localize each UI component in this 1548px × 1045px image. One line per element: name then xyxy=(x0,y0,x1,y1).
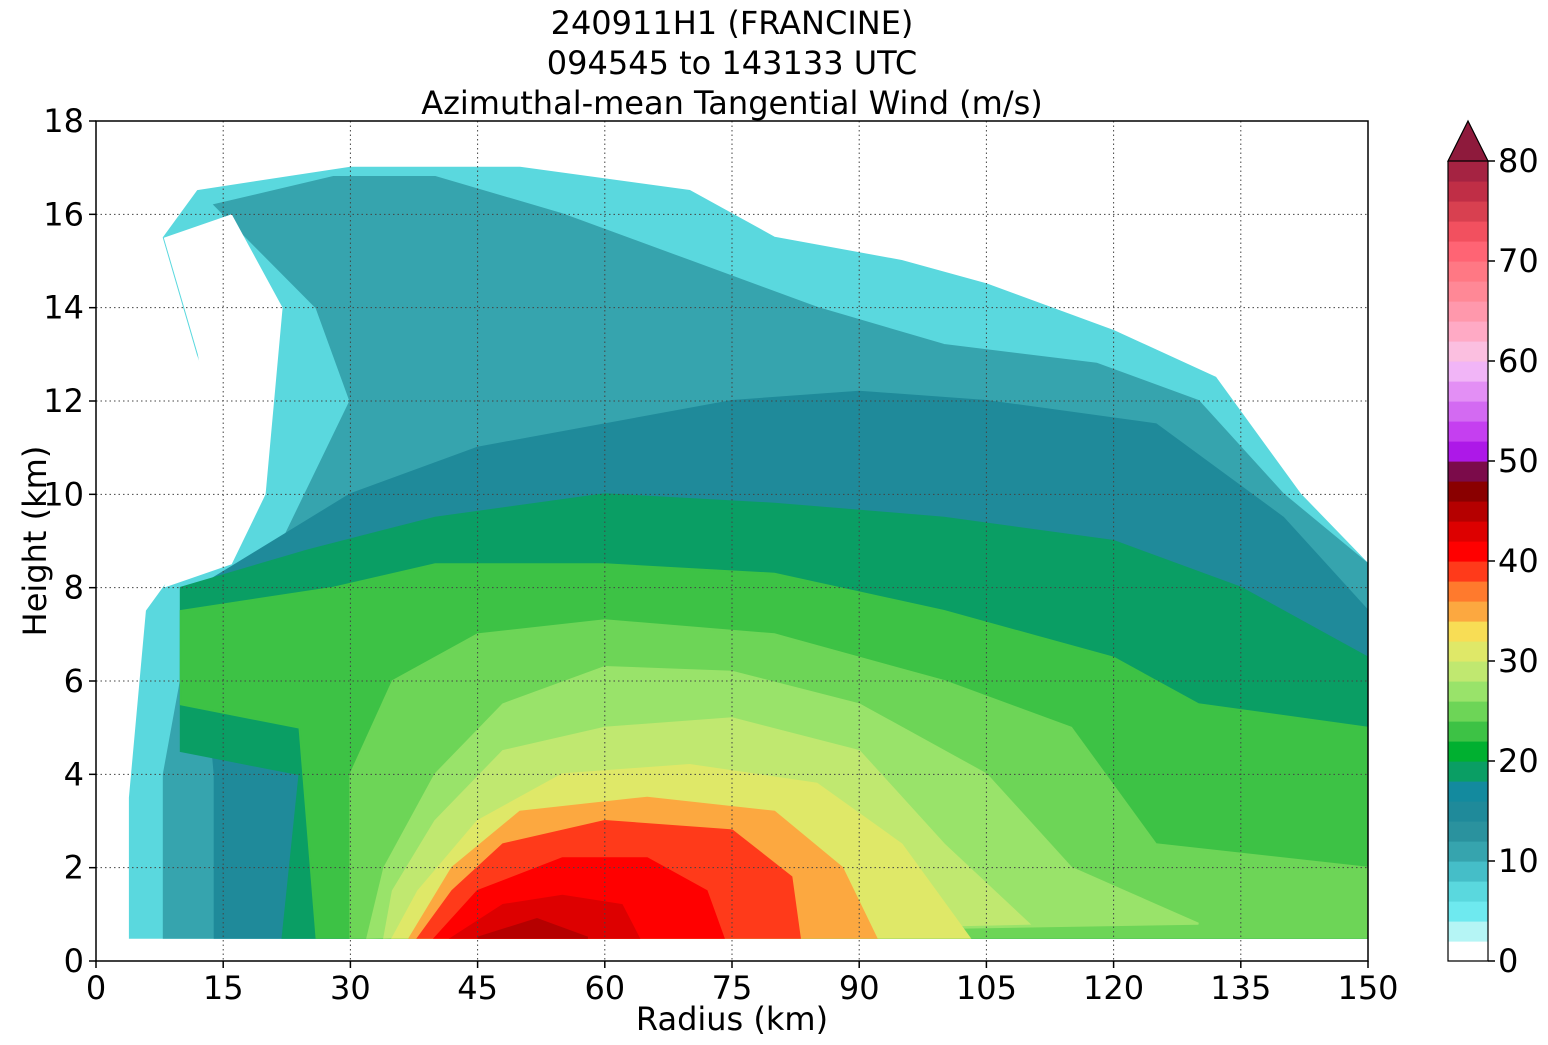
colorbar-tick-label: 50 xyxy=(1498,442,1539,480)
colorbar-segment xyxy=(1448,461,1488,482)
wind-band-44 xyxy=(477,917,589,939)
colorbar-segment xyxy=(1448,381,1488,402)
colorbar-tick-label: 70 xyxy=(1498,242,1539,280)
y-tick-label: 18 xyxy=(43,102,84,140)
chart-title-line-2: 094545 to 143133 UTC xyxy=(547,44,917,82)
wind-field xyxy=(128,166,1368,939)
x-tick-label: 135 xyxy=(1210,969,1271,1007)
colorbar-segment xyxy=(1448,801,1488,822)
colorbar-tick-label: 10 xyxy=(1498,842,1539,880)
colorbar-segment xyxy=(1448,941,1488,962)
colorbar-segment xyxy=(1448,741,1488,762)
colorbar-tick-label: 20 xyxy=(1498,742,1539,780)
x-tick-label: 15 xyxy=(203,969,244,1007)
colorbar-segment xyxy=(1448,361,1488,382)
x-tick-label: 105 xyxy=(956,969,1017,1007)
colorbar-segment xyxy=(1448,321,1488,342)
colorbar-segment xyxy=(1448,261,1488,282)
colorbar-segment xyxy=(1448,221,1488,242)
colorbar-segment xyxy=(1448,561,1488,582)
x-tick-label: 0 xyxy=(86,969,106,1007)
colorbar-tick-label: 80 xyxy=(1498,142,1539,180)
x-tick-label: 60 xyxy=(584,969,625,1007)
y-tick-label: 6 xyxy=(64,662,84,700)
colorbar-tick-label: 30 xyxy=(1498,642,1539,680)
colorbar-segment xyxy=(1448,341,1488,362)
colorbar-segment xyxy=(1448,521,1488,542)
colorbar-segment xyxy=(1448,501,1488,522)
x-axis-ticks: 0 15 30 45 60 75 90 105 120 135 150 xyxy=(86,961,1399,1007)
colorbar-segment xyxy=(1448,201,1488,222)
colorbar-segment xyxy=(1448,621,1488,642)
colorbar-segment xyxy=(1448,301,1488,322)
x-tick-label: 120 xyxy=(1083,969,1144,1007)
y-tick-label: 4 xyxy=(64,755,84,793)
y-axis-label: Height (km) xyxy=(16,446,54,637)
colorbar-segment xyxy=(1448,441,1488,462)
colorbar-segment xyxy=(1448,181,1488,202)
x-tick-label: 90 xyxy=(839,969,880,1007)
y-tick-label: 12 xyxy=(43,382,84,420)
colorbar-tick-label: 40 xyxy=(1498,542,1539,580)
x-tick-label: 45 xyxy=(457,969,498,1007)
colorbar-segment xyxy=(1448,641,1488,662)
x-axis-label: Radius (km) xyxy=(636,1000,828,1038)
colorbar-segment xyxy=(1448,701,1488,722)
colorbar-segment xyxy=(1448,541,1488,562)
colorbar-segment xyxy=(1448,881,1488,902)
colorbar-tick-label: 60 xyxy=(1498,342,1539,380)
x-tick-label: 30 xyxy=(330,969,371,1007)
colorbar-extend-arrow xyxy=(1447,119,1489,162)
colorbar-segment xyxy=(1448,601,1488,622)
y-tick-label: 10 xyxy=(43,475,84,513)
colorbar-segment xyxy=(1448,241,1488,262)
colorbar-segment xyxy=(1448,921,1488,942)
wind-band-42 xyxy=(448,894,641,939)
grid-lines xyxy=(96,121,1368,961)
colorbar-tick-label: 0 xyxy=(1498,942,1518,980)
y-axis-ticks: 0 2 4 6 8 10 12 14 16 18 xyxy=(43,102,96,980)
x-tick-label: 150 xyxy=(1337,969,1398,1007)
colorbar: 0 10 20 30 40 50 60 70 80 xyxy=(1447,119,1539,980)
chart-title-line-3: Azimuthal-mean Tangential Wind (m/s) xyxy=(421,84,1043,122)
y-tick-label: 8 xyxy=(64,569,84,607)
colorbar-segment xyxy=(1448,661,1488,682)
y-tick-label: 16 xyxy=(43,195,84,233)
colorbar-segment xyxy=(1448,901,1488,922)
y-tick-label: 2 xyxy=(64,849,84,887)
colorbar-segment xyxy=(1448,681,1488,702)
x-tick-label: 75 xyxy=(712,969,753,1007)
colorbar-segment xyxy=(1448,161,1488,182)
y-tick-label: 14 xyxy=(43,289,84,327)
colorbar-segment xyxy=(1448,861,1488,882)
colorbar-segment xyxy=(1448,781,1488,802)
colorbar-segment xyxy=(1448,421,1488,442)
colorbar-segment xyxy=(1448,721,1488,742)
colorbar-segment xyxy=(1448,401,1488,422)
chart-title-line-1: 240911H1 (FRANCINE) xyxy=(551,4,914,42)
colorbar-segment xyxy=(1448,281,1488,302)
colorbar-segment xyxy=(1448,481,1488,502)
y-tick-label: 0 xyxy=(64,942,84,980)
colorbar-segment xyxy=(1448,841,1488,862)
colorbar-segment xyxy=(1448,761,1488,782)
colorbar-segment xyxy=(1448,821,1488,842)
colorbar-segment xyxy=(1448,581,1488,602)
